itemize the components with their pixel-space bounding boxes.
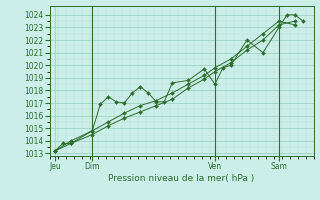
X-axis label: Pression niveau de la mer( hPa ): Pression niveau de la mer( hPa ) bbox=[108, 174, 255, 183]
